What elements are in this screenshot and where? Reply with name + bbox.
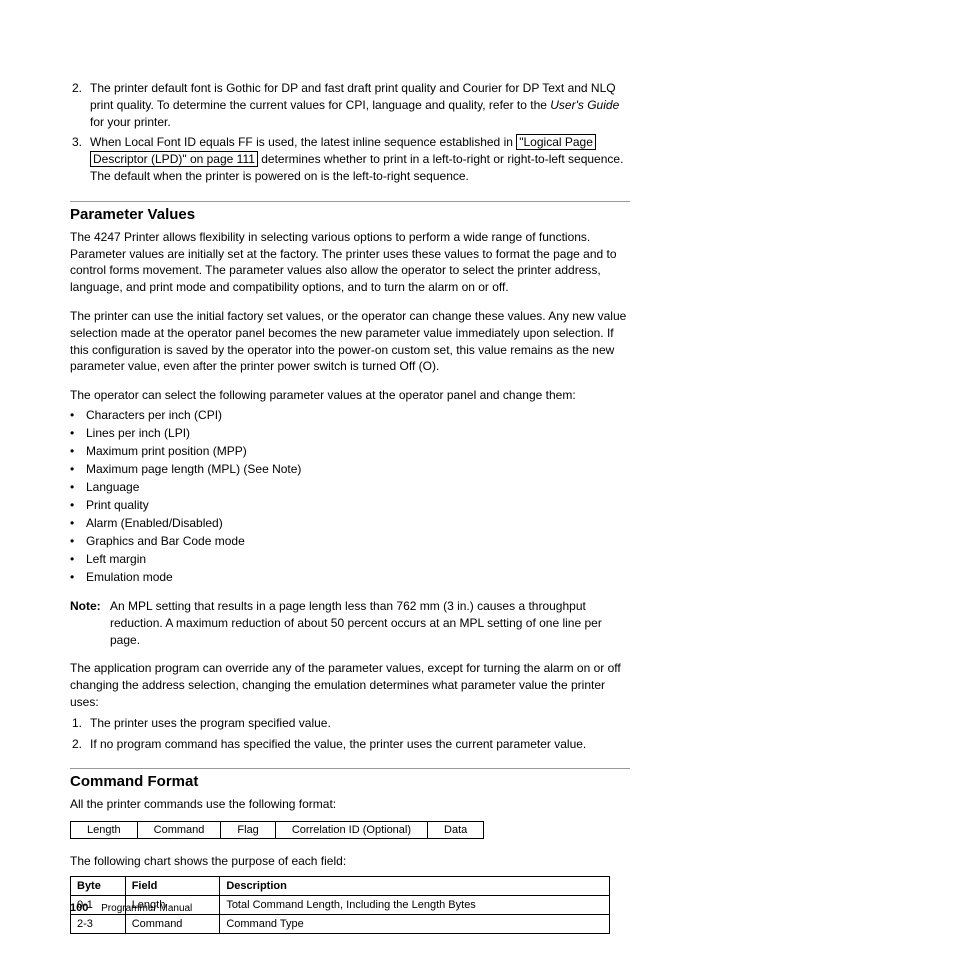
- note-number: 2.: [70, 80, 90, 130]
- ordered-item-2: 2. If no program command has specified t…: [70, 736, 630, 753]
- list-item-text: Print quality: [86, 496, 149, 514]
- note-label: Note:: [70, 598, 110, 648]
- item-text: If no program command has specified the …: [90, 736, 630, 753]
- cross-reference-link[interactable]: "Logical Page: [516, 134, 596, 150]
- bullet-icon: •: [70, 478, 86, 496]
- table-header-row: ByteFieldDescription: [71, 876, 610, 895]
- table-cell: Data: [428, 822, 484, 839]
- paragraph: The 4247 Printer allows flexibility in s…: [70, 229, 630, 296]
- note-number: 3.: [70, 134, 90, 184]
- text-fragment: for your printer.: [90, 115, 171, 129]
- table-header-cell: Description: [220, 876, 610, 895]
- note-item-2: 2. The printer default font is Gothic fo…: [70, 80, 630, 130]
- list-item: •Emulation mode: [70, 568, 630, 586]
- item-text: The printer uses the program specified v…: [90, 715, 630, 732]
- note-text: The printer default font is Gothic for D…: [90, 80, 630, 130]
- bullet-icon: •: [70, 406, 86, 424]
- page-content: 2. The printer default font is Gothic fo…: [70, 80, 630, 934]
- item-number: 1.: [70, 715, 90, 732]
- list-item: •Lines per inch (LPI): [70, 424, 630, 442]
- paragraph: The printer can use the initial factory …: [70, 308, 630, 375]
- parameter-bullet-list: •Characters per inch (CPI)•Lines per inc…: [70, 406, 630, 586]
- list-item: •Maximum page length (MPL) (See Note): [70, 460, 630, 478]
- paragraph: The application program can override any…: [70, 660, 630, 710]
- list-item: •Characters per inch (CPI): [70, 406, 630, 424]
- page-number: 100: [70, 902, 88, 914]
- cross-reference-link[interactable]: Descriptor (LPD)" on page 111: [90, 151, 258, 167]
- section-heading-parameter-values: Parameter Values: [70, 201, 630, 223]
- item-number: 2.: [70, 736, 90, 753]
- list-item-text: Lines per inch (LPI): [86, 424, 190, 442]
- ordered-item-1: 1. The printer uses the program specifie…: [70, 715, 630, 732]
- table-cell: Correlation ID (Optional): [275, 822, 427, 839]
- bullet-icon: •: [70, 496, 86, 514]
- list-item: •Print quality: [70, 496, 630, 514]
- list-item: •Maximum print position (MPP): [70, 442, 630, 460]
- list-item-text: Alarm (Enabled/Disabled): [86, 514, 223, 532]
- paragraph: All the printer commands use the followi…: [70, 796, 630, 813]
- table-cell: 2-3: [71, 914, 126, 933]
- list-item: •Left margin: [70, 550, 630, 568]
- bullet-icon: •: [70, 568, 86, 586]
- list-item: •Language: [70, 478, 630, 496]
- note-item-3: 3. When Local Font ID equals FF is used,…: [70, 134, 630, 184]
- page-footer: 100 Programmer Manual: [70, 902, 192, 914]
- bullet-icon: •: [70, 442, 86, 460]
- table-cell: Flag: [221, 822, 275, 839]
- section-heading-command-format: Command Format: [70, 768, 630, 790]
- text-fragment: The printer default font is Gothic for D…: [90, 81, 616, 112]
- list-item-text: Characters per inch (CPI): [86, 406, 222, 424]
- list-item-text: Emulation mode: [86, 568, 173, 586]
- list-item-text: Maximum page length (MPL) (See Note): [86, 460, 301, 478]
- table-cell: Length: [71, 822, 138, 839]
- table-row: LengthCommandFlagCorrelation ID (Optiona…: [71, 822, 484, 839]
- list-item: •Alarm (Enabled/Disabled): [70, 514, 630, 532]
- table-cell: Command: [125, 914, 220, 933]
- paragraph: The following chart shows the purpose of…: [70, 853, 630, 870]
- bullet-icon: •: [70, 460, 86, 478]
- table-cell: Command: [137, 822, 221, 839]
- bullet-icon: •: [70, 550, 86, 568]
- table-row: 2-3CommandCommand Type: [71, 914, 610, 933]
- list-item-text: Language: [86, 478, 139, 496]
- command-format-table: LengthCommandFlagCorrelation ID (Optiona…: [70, 821, 484, 839]
- list-item-text: Left margin: [86, 550, 146, 568]
- paragraph: The operator can select the following pa…: [70, 387, 630, 404]
- note-text: When Local Font ID equals FF is used, th…: [90, 134, 630, 184]
- note-body: An MPL setting that results in a page le…: [110, 598, 630, 648]
- bullet-icon: •: [70, 532, 86, 550]
- table-header-cell: Byte: [71, 876, 126, 895]
- footer-title: Programmer Manual: [101, 903, 192, 914]
- text-fragment: When Local Font ID equals FF is used, th…: [90, 135, 516, 149]
- bullet-icon: •: [70, 424, 86, 442]
- list-item: •Graphics and Bar Code mode: [70, 532, 630, 550]
- italic-reference: User's Guide: [550, 98, 619, 112]
- list-item-text: Graphics and Bar Code mode: [86, 532, 245, 550]
- table-cell: Total Command Length, Including the Leng…: [220, 895, 610, 914]
- list-item-text: Maximum print position (MPP): [86, 442, 247, 460]
- table-header-cell: Field: [125, 876, 220, 895]
- bullet-icon: •: [70, 514, 86, 532]
- table-cell: Command Type: [220, 914, 610, 933]
- note-block: Note: An MPL setting that results in a p…: [70, 598, 630, 648]
